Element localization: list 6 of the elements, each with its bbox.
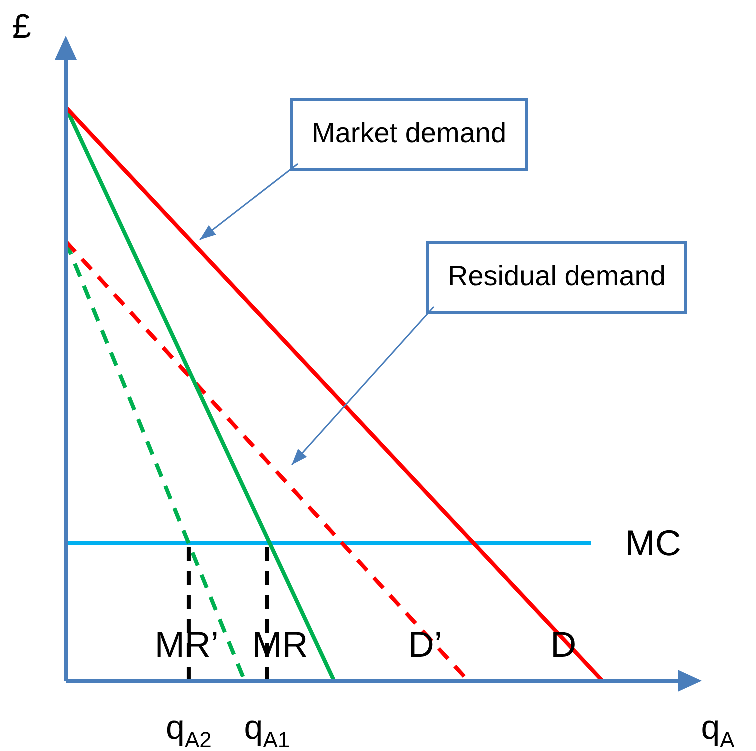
annotation: Residual demand (448, 260, 666, 292)
y-axis-title: £ (12, 8, 32, 46)
series-label: D’ (408, 624, 442, 665)
annotation: Market demand (312, 118, 507, 149)
series-label: MR (252, 624, 308, 665)
series-label: MC (625, 522, 682, 564)
